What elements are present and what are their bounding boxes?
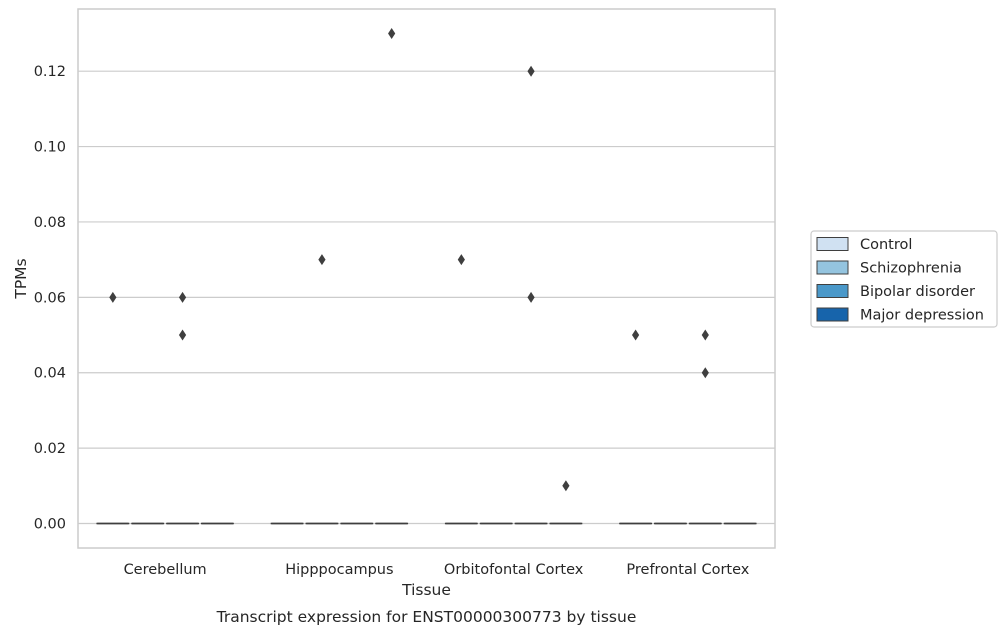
- x-tick-label: Orbitofontal Cortex: [444, 562, 584, 578]
- x-tick-label: Hipppocampus: [285, 562, 393, 578]
- y-tick-label: 0.12: [34, 64, 66, 80]
- outlier-point: [388, 28, 396, 39]
- legend-swatch: [816, 260, 849, 275]
- legend-item: Bipolar disorder: [816, 284, 975, 300]
- outlier-point: [109, 291, 117, 303]
- legend-swatch: [816, 284, 849, 298]
- y-tick-label: 0.08: [34, 215, 66, 231]
- y-tick-label: 0.04: [34, 366, 66, 382]
- outlier-point: [701, 367, 709, 379]
- y-tick-label: 0.06: [34, 290, 66, 306]
- plot-frame: [77, 8, 776, 549]
- outlier-point: [701, 329, 709, 341]
- legend-label: Control: [860, 237, 912, 253]
- outlier-point: [632, 329, 640, 341]
- x-tick-label: Cerebellum: [124, 562, 207, 578]
- legend-swatch: [816, 307, 849, 322]
- y-tick-label: 0.02: [34, 441, 66, 457]
- outlier-point: [562, 480, 570, 492]
- legend-item: Control: [816, 237, 912, 253]
- legend-label: Schizophrenia: [860, 261, 962, 277]
- legend-frame: [810, 230, 998, 328]
- outlier-point: [178, 329, 187, 341]
- outlier-point: [527, 291, 535, 303]
- legend-label: Bipolar disorder: [860, 284, 975, 300]
- legend-swatch: [816, 237, 849, 251]
- x-axis-label: Tissue: [401, 581, 451, 599]
- legend-item: Schizophrenia: [816, 260, 962, 277]
- legend-item: Major depression: [816, 307, 984, 324]
- x-tick-label: Prefrontal Cortex: [626, 562, 749, 578]
- x-tick-labels: Cerebellum Hipppocampus Orbitofontal Corte…: [124, 562, 750, 578]
- y-tick-label: 0.10: [34, 140, 66, 156]
- outlier-point: [457, 254, 465, 266]
- outlier-point: [318, 254, 326, 266]
- outlier-point: [178, 291, 187, 303]
- outlier-points: [109, 28, 709, 492]
- legend: Control Schizophrenia Bipolar disorder Majo…: [810, 230, 998, 328]
- outlier-point: [527, 65, 535, 77]
- y-axis-label: TPMs: [12, 258, 30, 299]
- chart-title: Transcript expression for ENST0000030077…: [216, 608, 637, 626]
- y-tick-labels: 0.00 0.02 0.04 0.06 0.08 0.10 0.12: [34, 64, 66, 532]
- legend-label: Major depression: [860, 308, 984, 324]
- y-tick-label: 0.00: [34, 517, 66, 533]
